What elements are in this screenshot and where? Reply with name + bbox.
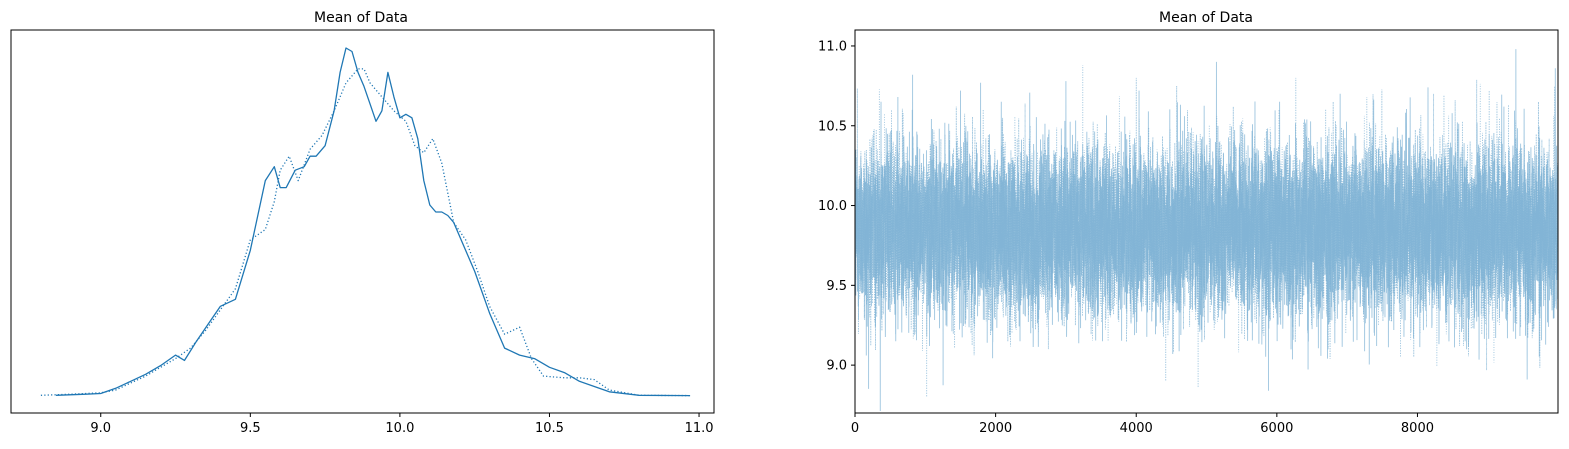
trace-line-dotted xyxy=(855,65,1558,398)
trace-x-tick-label: 8000 xyxy=(1401,421,1434,436)
trace-x-tick-label: 0 xyxy=(851,421,859,436)
trace-y-tick-label: 9.5 xyxy=(826,279,847,294)
trace-y-tick-label: 10.0 xyxy=(818,199,847,214)
trace-title: Mean of Data xyxy=(1159,10,1253,26)
trace-y-ticks: 9.0 9.5 10.0 10.5 11.0 xyxy=(818,39,855,374)
density-x-tick-label: 11.0 xyxy=(685,421,714,436)
trace-plot-frame xyxy=(854,29,1559,414)
density-x-tick-label: 9.5 xyxy=(240,421,261,436)
trace-x-ticks: 0 2000 4000 6000 8000 xyxy=(851,413,1434,436)
trace-x-tick-label: 2000 xyxy=(979,421,1012,436)
trace-x-tick-label: 4000 xyxy=(1120,421,1153,436)
density-x-ticks: 9.0 9.5 10.0 10.5 11.0 xyxy=(90,413,714,436)
trace-series-group xyxy=(855,49,1558,412)
density-x-tick-label: 9.0 xyxy=(90,421,111,436)
density-title: Mean of Data xyxy=(314,10,408,26)
trace-y-tick-label: 10.5 xyxy=(818,119,847,134)
density-x-tick-label: 10.5 xyxy=(535,421,564,436)
density-line-solid xyxy=(55,47,691,397)
density-panel: Mean of Data 9.0 9.5 10.0 10.5 11.0 xyxy=(10,10,715,436)
density-series-group xyxy=(40,47,691,397)
density-x-tick-label: 10.0 xyxy=(385,421,414,436)
trace-x-tick-label: 6000 xyxy=(1260,421,1293,436)
trace-y-tick-label: 9.0 xyxy=(826,359,847,374)
trace-y-tick-label: 11.0 xyxy=(818,39,847,54)
density-plot-frame xyxy=(10,29,715,414)
density-line-dotted xyxy=(40,68,691,397)
trace-panel: Mean of Data 0 2000 4000 6000 8000 9.0 9.5 10.… xyxy=(818,10,1559,436)
